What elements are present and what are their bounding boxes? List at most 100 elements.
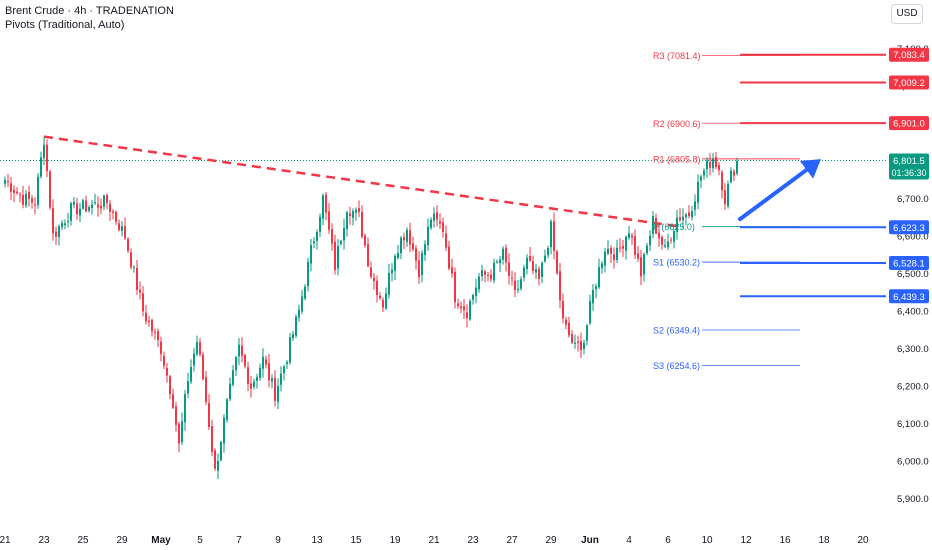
candle-body xyxy=(25,193,27,206)
candle-body xyxy=(586,325,588,341)
time-tick: 23 xyxy=(467,535,479,546)
candle-body xyxy=(211,426,213,452)
trendline xyxy=(43,135,681,228)
candle-body xyxy=(487,274,489,276)
candle-body xyxy=(310,245,312,264)
candle-body xyxy=(427,226,429,245)
candle-body xyxy=(478,276,480,290)
candle-body xyxy=(142,293,144,312)
candle-body xyxy=(421,252,423,276)
time-tick: 19 xyxy=(389,535,401,546)
candle-body xyxy=(556,251,558,274)
candle-body xyxy=(160,341,162,354)
candle-body xyxy=(391,269,393,274)
indicator-label[interactable]: Pivots (Traditional, Auto) xyxy=(5,19,125,31)
pivot-label: S3 (6254.6) xyxy=(653,361,700,371)
candle-body xyxy=(397,252,399,258)
candle-body xyxy=(712,158,714,169)
time-axis: 21 23 25 29 May 5 7 9 13 15 19 21 23 27 29 Jun 4 6 10 12 16 1… xyxy=(0,535,869,546)
candle-body xyxy=(718,165,720,171)
candle-body xyxy=(154,331,156,333)
pivot-label: R1 (6805.8) xyxy=(653,154,701,164)
candle-body xyxy=(466,312,468,319)
candle-body xyxy=(193,353,195,366)
price-tick: 6,600.0 xyxy=(897,232,929,243)
candle-body xyxy=(649,235,651,246)
candle-body xyxy=(265,359,267,365)
candle-body xyxy=(181,421,183,442)
projection-arrow-head xyxy=(799,159,821,179)
candle-body xyxy=(166,368,168,376)
candle-body xyxy=(568,322,570,336)
candle-body xyxy=(55,231,57,237)
candle-body xyxy=(16,191,18,194)
candle-body xyxy=(151,320,153,332)
candle-body xyxy=(346,212,348,229)
candle-body xyxy=(442,222,444,232)
candle-body xyxy=(88,207,90,211)
candle-body xyxy=(46,144,48,172)
candle-body xyxy=(430,219,432,228)
arrow-layer xyxy=(738,159,821,222)
candle-body xyxy=(319,216,321,232)
candle-body xyxy=(187,381,189,394)
candle-body xyxy=(250,383,252,389)
candle-body xyxy=(289,337,291,363)
candle-body xyxy=(31,198,33,203)
projection-arrow xyxy=(738,167,809,222)
time-tick: 13 xyxy=(311,535,323,546)
candle-body xyxy=(493,262,495,281)
candles xyxy=(4,136,738,480)
candle-body xyxy=(661,236,663,245)
candle-body xyxy=(238,344,240,357)
candle-body xyxy=(94,202,96,204)
candle-body xyxy=(532,261,534,271)
candle-body xyxy=(616,247,618,260)
candle-body xyxy=(472,295,474,300)
candle-body xyxy=(145,312,147,322)
time-tick: 10 xyxy=(701,535,713,546)
candle-body xyxy=(64,223,66,226)
candle-body xyxy=(364,235,366,246)
candle-body xyxy=(202,354,204,380)
candle-body xyxy=(697,181,699,203)
candle-body xyxy=(655,217,657,234)
time-tick: 25 xyxy=(77,535,89,546)
level-badge-label: 7,083.4 xyxy=(893,50,925,61)
candle-body xyxy=(76,203,78,215)
price-tick: 5,900.0 xyxy=(897,494,929,505)
level-badge-label: 6,528.1 xyxy=(893,258,925,269)
level-badge-label: 6,439.3 xyxy=(893,292,925,303)
candle-body xyxy=(139,289,141,293)
candle-body xyxy=(178,423,180,444)
candle-body xyxy=(406,229,408,242)
level-badge xyxy=(889,255,929,270)
currency-button[interactable]: USD xyxy=(891,4,923,24)
candle-body xyxy=(40,157,42,177)
candle-body xyxy=(562,300,564,319)
candle-body xyxy=(118,223,120,230)
candle-body xyxy=(685,214,687,218)
candle-body xyxy=(349,213,351,216)
time-tick: 21 xyxy=(0,535,11,546)
candle-body xyxy=(73,202,75,205)
candle-body xyxy=(463,306,465,311)
candle-body xyxy=(259,367,261,378)
last-price-label: 6,801.5 xyxy=(893,156,925,167)
price-tick: 6,700.0 xyxy=(897,194,929,205)
candle-body xyxy=(454,271,456,303)
candle-body xyxy=(109,203,111,212)
candle-body xyxy=(10,183,12,192)
candle-body xyxy=(730,170,732,183)
candle-body xyxy=(52,208,54,234)
level-badge xyxy=(889,116,929,131)
candle-body xyxy=(13,189,15,193)
candle-body xyxy=(103,195,105,207)
price-tick: 6,400.0 xyxy=(897,307,929,318)
candle-body xyxy=(523,267,525,278)
candle-body xyxy=(316,231,318,241)
candle-body xyxy=(439,221,441,224)
chart-title: Brent Crude · 4h · TRADENATION xyxy=(5,5,174,17)
candle-body xyxy=(301,296,303,312)
